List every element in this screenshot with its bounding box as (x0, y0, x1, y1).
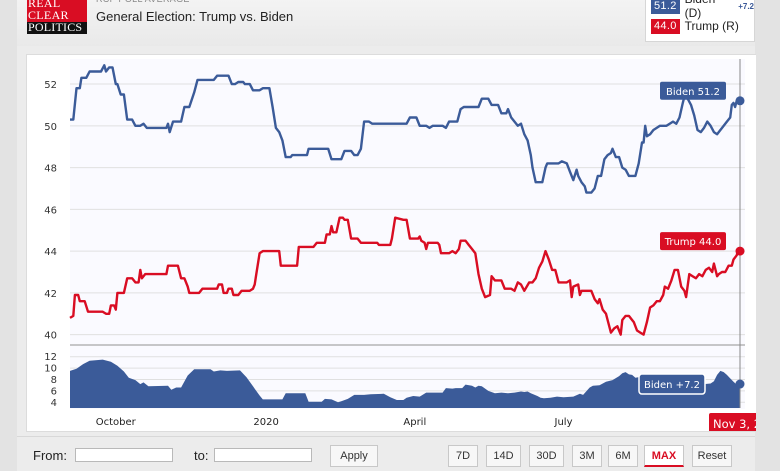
legend-label-trump: Trump (R) (684, 19, 739, 33)
series-tooltip-biden: Biden 51.2 (660, 81, 726, 100)
apply-button[interactable]: Apply (330, 445, 378, 467)
rcp-logo[interactable]: REAL CLEAR POLITICS (27, 0, 87, 34)
series-line-biden (70, 64, 741, 194)
y-tick-label: 46 (44, 205, 57, 216)
to-label: to: (194, 448, 209, 463)
spread-y-tick-label: 4 (51, 398, 57, 409)
range-button-7d[interactable]: 7D (448, 445, 478, 467)
crosshair-date-label: Nov 3, 2020 (713, 417, 756, 431)
chart-area[interactable]: 40 42 44 46 48 50 52 4 6 8 10 12 October 2020 April J… (26, 54, 756, 432)
range-button-14d[interactable]: 14D (486, 445, 521, 467)
legend-value-trump: 44.0 (651, 18, 680, 34)
tooltip-bg (638, 373, 706, 395)
x-tick-label: July (554, 417, 573, 428)
marker-spread (735, 379, 745, 389)
series-line-trump (69, 216, 741, 336)
y-tick-label: 40 (44, 331, 57, 342)
x-tick-label: October (96, 417, 137, 428)
series-tooltip-trump: Trump 44.0 (660, 232, 726, 251)
range-button-max[interactable]: MAX (644, 445, 684, 467)
chart-title: General Election: Trump vs. Biden (96, 9, 294, 24)
marker-trump (735, 246, 745, 256)
from-date-input[interactable] (75, 448, 173, 462)
legend-item-trump[interactable]: 44.0 Trump (R) (651, 18, 739, 34)
tooltip-bg (660, 81, 726, 100)
logo-red-block (27, 0, 87, 22)
tooltip-label: Trump 44.0 (664, 237, 722, 248)
legend: 51.2 Biden (D) +7.2 44.0 Trump (R) (645, 0, 755, 42)
chart-supertitle: RCP POLL AVERAGE (96, 0, 190, 4)
logo-black-block (27, 22, 87, 34)
y-tick-label: 52 (44, 80, 57, 91)
x-tick-label: 2020 (253, 417, 278, 428)
y-tick-label: 44 (44, 247, 57, 258)
y-tick-label: 42 (44, 289, 57, 300)
spread-y-tick-label: 8 (51, 375, 57, 386)
range-selector-bar: From: to: Apply 7D 14D 30D 3M 6M MAX Reset (17, 436, 755, 471)
tooltip-label: Biden +7.2 (644, 380, 700, 391)
legend-value-biden: 51.2 (651, 0, 680, 14)
logo-line-1: REAL (28, 0, 61, 10)
y-tick-label: 50 (44, 122, 57, 133)
crosshair-date-tooltip: Nov 3, 2020 (709, 413, 756, 431)
legend-label-biden: Biden (D) (684, 0, 716, 20)
range-button-3m[interactable]: 3M (572, 445, 602, 467)
logo-line-3: POLITICS (28, 20, 83, 34)
range-button-30d[interactable]: 30D (529, 445, 564, 467)
range-button-reset[interactable]: Reset (692, 445, 732, 467)
legend-spread-biden: +7.2 (738, 1, 754, 11)
to-date-input[interactable] (214, 448, 312, 462)
spread-area (70, 359, 740, 408)
tooltip-label: Biden 51.2 (666, 87, 720, 98)
spread-y-tick-label: 10 (44, 364, 57, 375)
marker-biden (735, 96, 745, 106)
y-tick-label: 48 (44, 164, 57, 175)
range-button-6m[interactable]: 6M (608, 445, 638, 467)
x-tick-label: April (403, 417, 426, 428)
rcp-widget: REAL CLEAR POLITICS RCP POLL AVERAGE Gen… (17, 0, 756, 471)
from-label: From: (33, 448, 67, 463)
tooltip-bg (660, 232, 726, 251)
spread-tooltip: Biden +7.2 (638, 373, 706, 395)
spread-y-tick-label: 12 (44, 352, 57, 363)
spread-y-tick-label: 6 (51, 386, 57, 397)
legend-item-biden[interactable]: 51.2 Biden (D) +7.2 (651, 0, 754, 20)
logo-line-2: CLEAR (28, 8, 69, 22)
widget-header: REAL CLEAR POLITICS RCP POLL AVERAGE Gen… (17, 0, 755, 46)
